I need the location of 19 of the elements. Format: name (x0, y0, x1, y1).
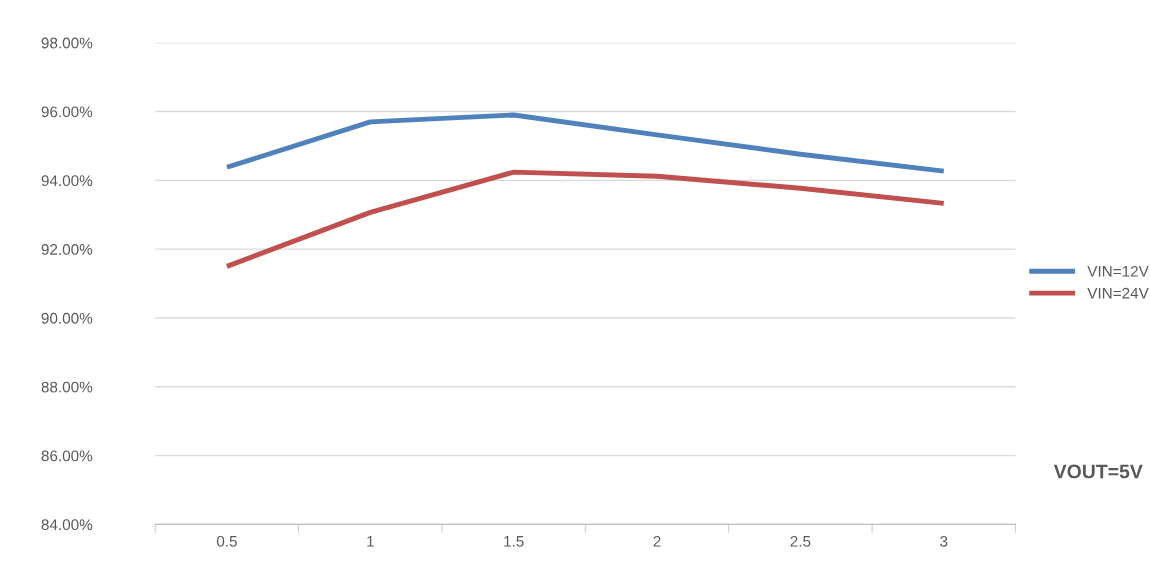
x-tick-label: 1.5 (504, 536, 524, 547)
y-tick-label: 90.00% (41, 312, 93, 324)
x-tick-label: 3 (940, 535, 948, 547)
y-tick-label: 84.00% (41, 519, 93, 531)
x-tick-label: 1 (367, 536, 374, 547)
text: VOUT=5V (1053, 464, 1143, 479)
line-series (224, 169, 947, 269)
x-tick-label: 2.5 (790, 535, 811, 547)
y-tick-label: 98.00% (41, 37, 93, 49)
y-tick-label: 92.00% (41, 244, 93, 255)
legend-label: VIN=24V (1087, 287, 1149, 299)
y-tick-label: 94.00% (41, 175, 93, 187)
line-series (224, 112, 947, 174)
x-tick-label: 2 (653, 535, 661, 547)
legend-label: VIN=12V (1087, 265, 1149, 277)
y-tick-label: 86.00% (41, 450, 93, 462)
y-tick-label: 96.00% (41, 106, 93, 118)
x-tick-label: 0.5 (216, 535, 237, 547)
y-tick-label: 88.00% (41, 381, 93, 393)
